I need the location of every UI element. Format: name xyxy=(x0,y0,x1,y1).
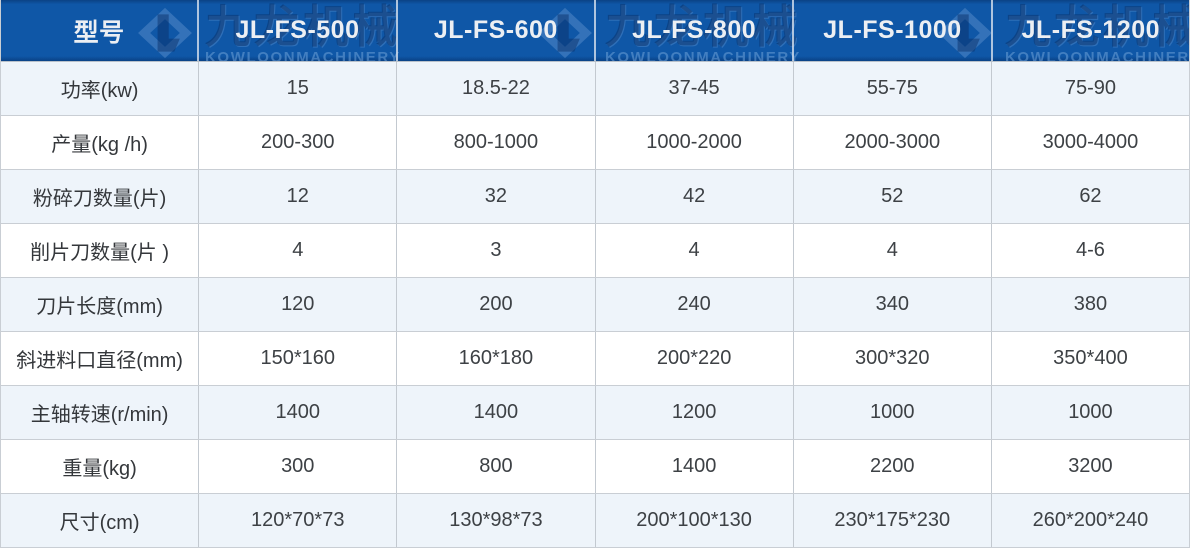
table-row-crushing-blades: 粉碎刀数量(片) 12 32 42 52 62 xyxy=(1,170,1189,224)
value-cell: 200 xyxy=(397,278,596,331)
row-label-cell: 主轴转速(r/min) xyxy=(1,386,200,439)
value-cell: 800 xyxy=(397,440,596,493)
value-cell: 380 xyxy=(1073,293,1108,315)
value-cell: 260*200*240 xyxy=(1032,509,1149,531)
value-cell: 4-6 xyxy=(1075,239,1105,261)
value-cell: 340 xyxy=(794,278,992,331)
value-cell: 4 xyxy=(794,224,992,277)
value-cell: 800-1000 xyxy=(397,116,596,169)
value-cell: 18.5-22 xyxy=(397,62,596,115)
value-cell: 52 xyxy=(794,170,992,223)
value-cell: 62 xyxy=(1079,185,1102,207)
header-cell-model-5: JL-FS-1200 xyxy=(1021,16,1160,44)
value-cell: 55-75 xyxy=(794,62,992,115)
value-cell: 160*180 xyxy=(397,332,596,385)
value-cell: 130*98*73 xyxy=(397,494,596,547)
value-cell: 37-45 xyxy=(596,62,794,115)
value-cell: 32 xyxy=(397,170,596,223)
value-cell: 12 xyxy=(199,170,398,223)
table-body: 功率(kw) 15 18.5-22 37-45 55-75 75-90 产量(k… xyxy=(1,62,1189,547)
value-cell: 240 xyxy=(596,278,794,331)
row-label-cell: 产量(kg /h) xyxy=(1,116,200,169)
table-row-spindle-speed: 主轴转速(r/min) 1400 1400 1200 1000 1000 xyxy=(1,386,1189,440)
value-cell: 4 xyxy=(199,224,398,277)
table-row-power: 功率(kw) 15 18.5-22 37-45 55-75 75-90 xyxy=(1,62,1189,116)
value-cell: 3 xyxy=(397,224,596,277)
table-row-dimensions: 尺寸(cm) 120*70*73 130*98*73 200*100*130 2… xyxy=(1,494,1189,547)
header-cell-model-1: JL-FS-500 xyxy=(199,0,398,61)
value-cell: 350*400 xyxy=(1053,347,1128,369)
table-row-chipping-blades: 削片刀数量(片 ) 4 3 4 4 4-6 xyxy=(1,224,1189,278)
value-cell: 200-300 xyxy=(199,116,398,169)
table-row-weight: 重量(kg) 300 800 1400 2200 3200 xyxy=(1,440,1189,494)
header-cell-model-label: 型号 xyxy=(1,0,200,61)
row-label-cell: 削片刀数量(片 ) xyxy=(1,224,200,277)
table-row-blade-length: 刀片长度(mm) 120 200 240 340 380 xyxy=(1,278,1189,332)
value-cell: 4 xyxy=(596,224,794,277)
table-row-inlet-diameter: 斜进料口直径(mm) 150*160 160*180 200*220 300*3… xyxy=(1,332,1189,386)
value-cell: 300 xyxy=(199,440,398,493)
value-cell: 120 xyxy=(199,278,398,331)
value-cell: 1400 xyxy=(397,386,596,439)
value-cell: 1200 xyxy=(596,386,794,439)
row-label-cell: 斜进料口直径(mm) xyxy=(1,332,200,385)
value-cell: 120*70*73 xyxy=(199,494,398,547)
table-row-output: 产量(kg /h) 200-300 800-1000 1000-2000 200… xyxy=(1,116,1189,170)
value-cell: 230*175*230 xyxy=(794,494,992,547)
value-cell: 42 xyxy=(596,170,794,223)
value-cell: 2000-3000 xyxy=(794,116,992,169)
value-cell: 1000-2000 xyxy=(596,116,794,169)
header-cell-model-3: JL-FS-800 xyxy=(596,0,795,61)
value-cell: 1000 xyxy=(1068,401,1113,423)
table-header-row: 九龙机械 KOWLOONMACHINERY 九龙机械 KOWLOONMACHIN… xyxy=(1,0,1189,62)
value-cell: 2200 xyxy=(794,440,992,493)
row-label-cell: 尺寸(cm) xyxy=(1,494,200,547)
row-label-cell: 粉碎刀数量(片) xyxy=(1,170,200,223)
value-cell: 200*100*130 xyxy=(596,494,794,547)
header-cell-model-2: JL-FS-600 xyxy=(398,0,596,61)
row-label-cell: 重量(kg) xyxy=(1,440,200,493)
value-cell: 200*220 xyxy=(596,332,794,385)
value-cell: 300*320 xyxy=(794,332,992,385)
value-cell: 3200 xyxy=(1068,455,1113,477)
row-label-cell: 刀片长度(mm) xyxy=(1,278,200,331)
header-cell-model-4: JL-FS-1000 xyxy=(794,0,993,61)
value-cell: 150*160 xyxy=(199,332,398,385)
value-cell: 75-90 xyxy=(1064,77,1117,99)
value-cell: 1000 xyxy=(794,386,992,439)
value-cell: 3000-4000 xyxy=(1042,131,1139,153)
row-label-cell: 功率(kw) xyxy=(1,62,200,115)
value-cell: 1400 xyxy=(199,386,398,439)
value-cell: 15 xyxy=(199,62,398,115)
value-cell: 1400 xyxy=(596,440,794,493)
